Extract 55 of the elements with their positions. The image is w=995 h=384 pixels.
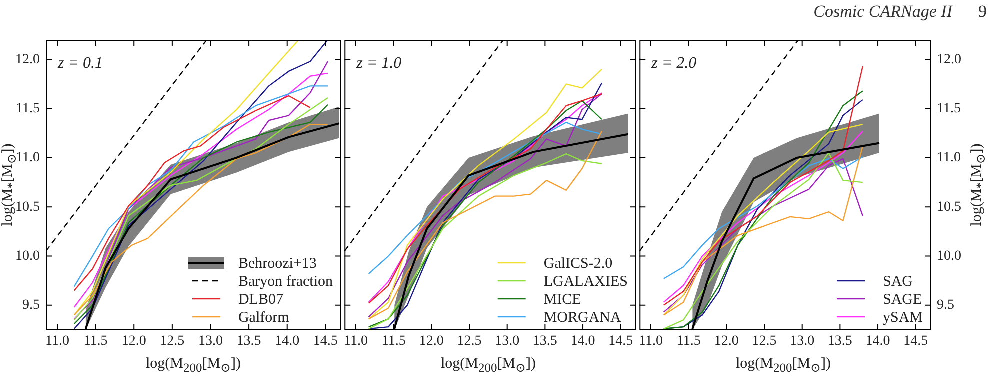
x-tick-label: 13.5 [532,334,558,350]
y-tick-label: 11.5 [937,101,961,116]
legend-label: SAGE [882,292,922,308]
y-tick-label: 9.5 [22,298,40,314]
y-tick-label: 11.5 [16,101,40,116]
text: Cosmic CARNage II [814,2,952,21]
x-tick-label: 11.0 [46,334,70,350]
y-tick-label: 11.0 [937,150,961,166]
x-tick-label: 12.0 [714,334,739,350]
annotation: z = 2.0 [650,55,697,72]
annotation: z = 1.0 [356,55,402,72]
x-tick-label: 12.0 [122,334,146,350]
legend-label: ySAM [882,310,924,326]
y-tick-label: 10.5 [16,200,40,215]
x-axis-title: log(M$_{200}$[M$_{⊙}$]) [440,356,536,376]
x-axis-title: log(M$_{200}$[M$_{⊙}$]) [736,356,832,376]
x-tick-label: 11.0 [639,334,663,350]
x-tick-label: 14.5 [904,334,928,350]
y-tick-label: 12.0 [16,52,40,68]
x-tick-label: 13.0 [790,334,815,350]
y-tick-label: 10.5 [937,200,962,215]
legend-label: Baryon fraction [238,274,334,290]
x-tick-label: 12.5 [160,334,185,350]
legend-label: GalICS-2.0 [544,256,613,272]
y-tick-label: 12.0 [937,52,962,68]
x-tick-label: 13.5 [236,334,262,350]
y-tick-label: 10.0 [16,248,40,264]
legend-label: Behroozi+13 [238,256,317,272]
legend-label: LGALAXIES [544,274,628,290]
annotation: z = 0.1 [57,55,104,72]
x-tick-label: 12.5 [752,334,777,350]
x-tick-label: 14.5 [313,334,338,350]
x-tick-label: 11.5 [382,334,406,350]
x-tick-label: 12.5 [457,334,482,350]
x-axis-title: log(M$_{200}$[M$_{⊙}$]) [146,356,242,376]
x-tick-label: 14.0 [570,334,596,350]
y-tick-label: 11.0 [16,150,40,166]
y-tick-label: 10.0 [937,248,962,264]
x-tick-label: 11.5 [676,334,701,350]
legend-label: DLB07 [238,292,284,308]
x-tick-label: 11.0 [344,334,368,350]
legend-label: Galform [238,310,290,326]
x-tick-label: 14.0 [866,334,890,350]
x-tick-label: 13.0 [198,334,223,350]
text: 9 [978,2,987,21]
legend-label: SAG [882,274,914,290]
x-tick-label: 14.5 [608,334,634,350]
x-tick-label: 11.5 [84,334,108,350]
y-tick-label: 9.5 [937,298,954,314]
x-tick-label: 12.0 [419,334,444,350]
legend-label: MORGANA [544,310,622,326]
x-tick-label: 14.0 [275,334,300,350]
x-tick-label: 13.5 [828,334,852,350]
x-tick-label: 13.0 [495,334,520,350]
legend-label: MICE [544,292,582,308]
